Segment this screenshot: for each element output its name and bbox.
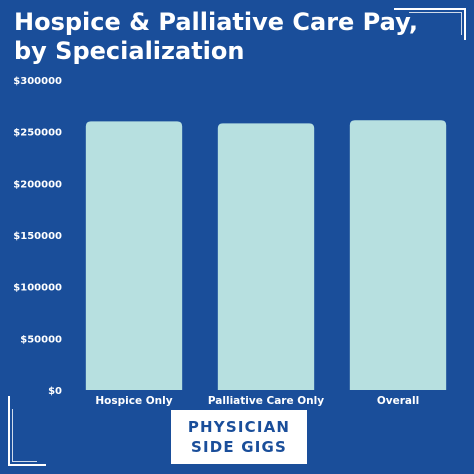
y-tick-label: $150000 xyxy=(13,231,62,242)
x-tick-label: Overall xyxy=(377,395,419,407)
frame-corner-top-right xyxy=(394,8,466,40)
bar-hospice-only xyxy=(85,121,183,390)
frame-corner-bottom-left xyxy=(8,396,46,466)
y-tick-label: $250000 xyxy=(13,128,62,139)
y-tick-label: $50000 xyxy=(20,334,62,345)
frame-corner-bottom-left-inner xyxy=(12,409,37,462)
x-tick-label: Palliative Care Only xyxy=(208,395,324,407)
y-tick-label: $0 xyxy=(48,386,62,397)
bars xyxy=(85,120,447,391)
logo-line-2: SIDE GIGS xyxy=(190,438,288,456)
physician-side-gigs-logo: PHYSICIAN SIDE GIGS xyxy=(171,410,307,464)
y-axis: $0 $50000 $100000 $150000 $200000 $250000 $300… xyxy=(13,76,62,397)
chart-title-line-2: by Specialization xyxy=(14,37,245,65)
x-axis: Hospice Only Palliative Care Only Overall xyxy=(95,395,419,407)
bar-palliative-care-only xyxy=(217,123,315,391)
frame-corner-top-right-inner xyxy=(409,12,462,35)
x-tick-label: Hospice Only xyxy=(95,395,172,407)
y-tick-label: $200000 xyxy=(13,179,62,190)
y-tick-label: $300000 xyxy=(13,76,62,87)
y-tick-label: $100000 xyxy=(13,283,62,294)
chart-title: Hospice & Palliative Care Pay, by Specia… xyxy=(14,8,434,66)
bar-overall xyxy=(349,120,447,391)
chart-title-line-1: Hospice & Palliative Care Pay, xyxy=(14,8,418,36)
logo-line-1: PHYSICIAN xyxy=(187,418,291,436)
